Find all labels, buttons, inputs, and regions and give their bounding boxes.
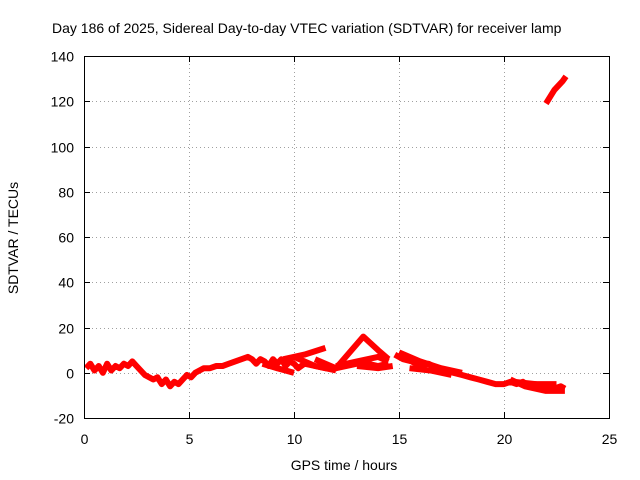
chart-title: Day 186 of 2025, Sidereal Day-to-day VTE… xyxy=(52,20,562,36)
x-tick-label: 10 xyxy=(287,431,303,447)
y-tick-label: 100 xyxy=(51,140,75,156)
x-tick-label: 5 xyxy=(186,431,194,447)
series-segment xyxy=(409,365,453,378)
x-axis-label: GPS time / hours xyxy=(291,457,398,473)
series-segment xyxy=(335,353,390,369)
y-tick-label: -20 xyxy=(54,411,74,427)
axis-ticks: 0 5 10 15 20 25 -20 0 20 40 60 80 100 120 140 xyxy=(51,49,618,448)
series-segment xyxy=(543,74,569,106)
x-tick-label: 20 xyxy=(497,431,513,447)
grid xyxy=(84,56,609,418)
series-segment xyxy=(282,345,327,363)
data-series xyxy=(83,74,569,394)
series-segment xyxy=(292,354,337,374)
y-tick-label: 80 xyxy=(58,185,74,201)
y-tick-label: 120 xyxy=(51,94,75,110)
series-segment xyxy=(397,349,463,376)
y-tick-label: 140 xyxy=(51,49,75,65)
y-axis-label: SDTVAR / TECUs xyxy=(5,182,21,294)
series-segment xyxy=(356,363,394,372)
y-tick-label: 0 xyxy=(66,366,74,382)
y-tick-label: 40 xyxy=(58,275,74,291)
x-tick-label: 25 xyxy=(602,431,618,447)
series-segment xyxy=(261,360,295,376)
x-tick-label: 15 xyxy=(392,431,408,447)
series-segment xyxy=(313,333,391,372)
series-segment xyxy=(83,353,390,390)
y-tick-label: 60 xyxy=(58,230,74,246)
x-tick-label: 0 xyxy=(81,431,89,447)
series-segment xyxy=(509,376,565,394)
y-tick-label: 20 xyxy=(58,321,74,337)
